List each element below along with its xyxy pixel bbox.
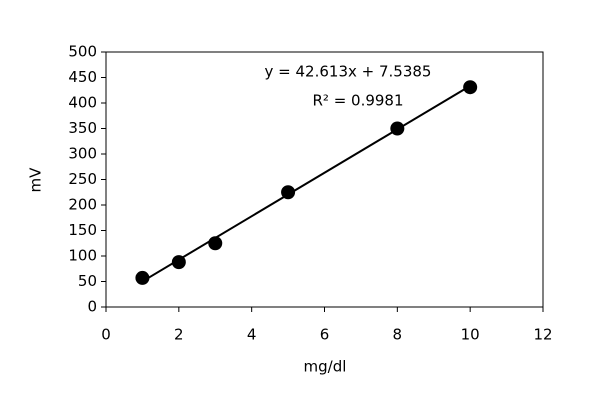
data-point [463,80,478,95]
y-tick-label: 100 [68,247,97,265]
data-point [208,236,223,251]
data-point [135,270,150,285]
data-point [171,255,186,270]
y-tick-label: 450 [68,68,97,86]
x-tick-label: 6 [320,326,330,344]
y-tick-label: 200 [68,196,97,214]
x-tick-label: 0 [101,326,111,344]
r-squared: R² = 0.9981 [312,92,403,110]
y-tick-label: 400 [68,94,97,112]
data-point [390,121,405,136]
x-tick-label: 10 [461,326,480,344]
plot-frame [105,51,544,308]
x-tick-label: 12 [533,326,552,344]
y-tick-label: 150 [68,221,97,239]
y-tick-label: 500 [68,43,97,61]
x-tick-label: 4 [247,326,257,344]
y-tick-label: 50 [78,272,97,290]
y-tick-label: 350 [68,119,97,137]
y-tick-label: 0 [87,298,97,316]
data-point [281,185,296,200]
x-axis-label: mg/dl [304,358,347,376]
x-tick-label: 2 [174,326,184,344]
x-tick-label: 8 [393,326,403,344]
equation: y = 42.613x + 7.5385 [265,63,432,81]
y-axis-label: mV [27,167,45,193]
y-tick-label: 300 [68,145,97,163]
y-tick-label: 250 [68,170,97,188]
trendline [141,84,471,283]
